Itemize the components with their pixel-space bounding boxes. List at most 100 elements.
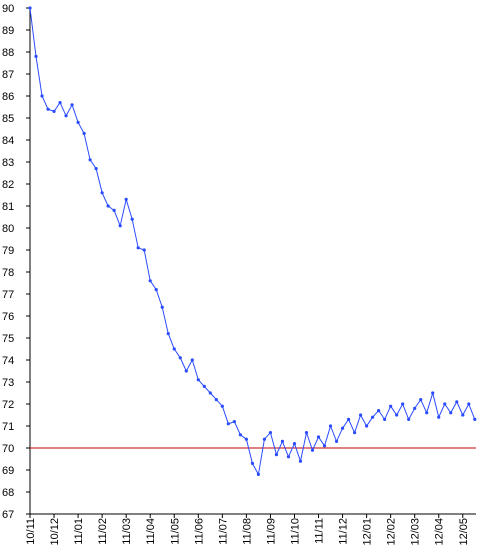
y-tick-label: 67 <box>2 509 14 521</box>
data-point <box>268 431 273 435</box>
x-tick-label: 11/12 <box>338 518 350 545</box>
data-point <box>461 413 465 417</box>
y-tick-label: 83 <box>2 157 14 169</box>
data-point <box>166 332 170 336</box>
data-point <box>46 107 50 111</box>
data-point <box>371 415 375 419</box>
data-point <box>395 413 399 417</box>
data-point <box>322 444 327 448</box>
data-point <box>184 369 188 373</box>
data-point <box>82 131 86 135</box>
x-tick-label: 11/11 <box>314 518 326 544</box>
data-point <box>100 191 104 195</box>
x-tick-label: 11/01 <box>73 518 85 545</box>
data-point <box>136 246 140 250</box>
x-tick-label: 12/02 <box>386 518 398 546</box>
x-tick-label: 10/11 <box>25 518 37 545</box>
data-point <box>304 431 309 435</box>
y-tick-label: 80 <box>2 223 14 235</box>
x-tick-label: 11/10 <box>289 518 301 545</box>
data-line <box>29 7 476 476</box>
data-point <box>437 415 441 419</box>
data-point <box>280 439 285 443</box>
data-point <box>52 109 56 113</box>
data-point <box>443 402 447 406</box>
y-tick-label: 85 <box>2 113 14 125</box>
data-point <box>334 439 339 443</box>
y-tick-label: 89 <box>2 25 14 37</box>
data-point <box>425 411 429 415</box>
data-point <box>358 413 363 417</box>
data-point <box>190 358 194 362</box>
data-point <box>419 398 423 402</box>
data-point <box>226 422 230 426</box>
y-tick-label: 81 <box>2 201 14 213</box>
data-point <box>220 404 224 408</box>
x-tick-label: 11/02 <box>97 518 109 545</box>
data-point <box>118 224 122 228</box>
data-point <box>124 197 128 201</box>
y-tick-label: 69 <box>2 465 14 477</box>
data-point <box>286 455 291 459</box>
data-point <box>196 378 200 382</box>
y-tick-label: 75 <box>2 333 14 345</box>
data-point <box>377 409 381 413</box>
y-tick-label: 82 <box>2 179 14 191</box>
x-tick-label: 12/01 <box>362 518 374 546</box>
x-tick-label: 11/03 <box>121 518 133 545</box>
data-point <box>389 404 393 408</box>
data-point <box>208 391 212 395</box>
y-tick-label: 70 <box>2 443 14 455</box>
data-point <box>178 356 182 360</box>
data-point <box>94 167 98 171</box>
data-point <box>130 217 134 221</box>
y-tick-label: 90 <box>2 3 14 15</box>
data-point <box>449 411 453 415</box>
y-tick-label: 72 <box>2 399 14 411</box>
x-tick-label: 12/04 <box>434 518 446 546</box>
data-point <box>88 158 92 162</box>
data-point <box>238 433 242 437</box>
data-point <box>473 417 477 421</box>
data-point <box>292 442 297 446</box>
data-point <box>154 288 158 292</box>
data-point <box>407 417 411 421</box>
data-point <box>401 402 405 406</box>
data-point <box>40 94 44 98</box>
data-point <box>256 472 261 476</box>
data-point <box>365 424 369 428</box>
y-tick-label: 78 <box>2 267 14 279</box>
x-tick-label: 11/06 <box>193 518 205 545</box>
y-tick-label: 86 <box>2 91 14 103</box>
y-tick-label: 87 <box>2 69 14 81</box>
x-tick-label: 12/05 <box>458 518 470 546</box>
y-tick-label: 71 <box>2 421 14 433</box>
data-point <box>316 435 321 439</box>
data-point <box>340 426 345 430</box>
x-tick-label: 11/08 <box>241 518 253 545</box>
x-tick-label: 12/03 <box>410 518 422 546</box>
data-point <box>106 204 110 208</box>
data-point <box>310 448 315 452</box>
data-point <box>431 391 435 395</box>
y-tick-label: 79 <box>2 245 14 257</box>
data-point <box>34 54 38 59</box>
data-point <box>455 400 459 404</box>
data-point <box>148 279 152 283</box>
data-point <box>262 437 267 441</box>
data-point <box>64 114 68 118</box>
y-tick-label: 88 <box>2 47 14 59</box>
data-point <box>274 453 279 457</box>
data-point <box>202 384 206 388</box>
x-tick-label: 11/07 <box>217 518 229 545</box>
data-point <box>413 406 417 410</box>
x-tick-label: 10/12 <box>49 518 61 546</box>
y-tick-label: 74 <box>2 355 14 367</box>
data-point <box>383 417 387 421</box>
data-point <box>112 208 116 212</box>
data-point <box>244 437 248 441</box>
data-point <box>232 420 236 424</box>
y-tick-label: 68 <box>2 487 14 499</box>
y-tick-label: 76 <box>2 311 14 323</box>
